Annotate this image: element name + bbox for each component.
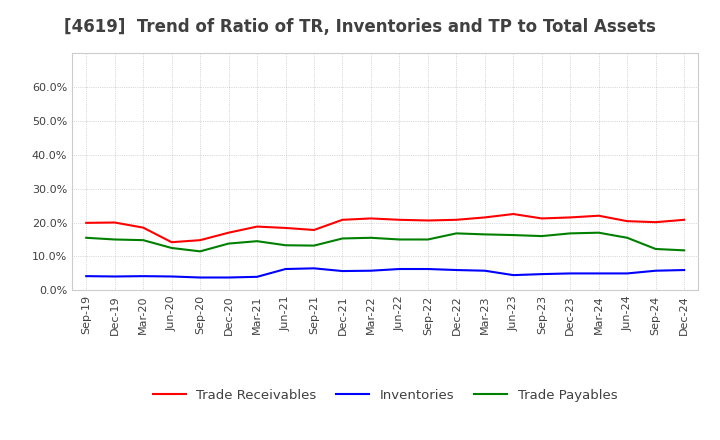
Inventories (395, 266, 404, 271)
Inventories (167, 274, 176, 279)
Inventories (139, 274, 148, 279)
Inventories (338, 268, 347, 274)
Inventories (225, 275, 233, 280)
Trade Receivables (225, 230, 233, 235)
Trade Payables (282, 242, 290, 248)
Inventories (310, 266, 318, 271)
Trade Receivables (139, 225, 148, 230)
Trade Receivables (82, 220, 91, 225)
Trade Receivables (452, 217, 461, 223)
Trade Payables (82, 235, 91, 240)
Inventories (110, 274, 119, 279)
Trade Payables (537, 234, 546, 239)
Trade Receivables (282, 225, 290, 231)
Trade Payables (167, 246, 176, 251)
Inventories (253, 274, 261, 279)
Trade Payables (566, 231, 575, 236)
Trade Payables (110, 237, 119, 242)
Inventories (480, 268, 489, 273)
Trade Payables (652, 246, 660, 252)
Trade Receivables (623, 219, 631, 224)
Inventories (366, 268, 375, 273)
Trade Receivables (366, 216, 375, 221)
Inventories (423, 266, 432, 271)
Trade Receivables (566, 215, 575, 220)
Trade Payables (623, 235, 631, 240)
Trade Payables (595, 230, 603, 235)
Inventories (196, 275, 204, 280)
Trade Receivables (253, 224, 261, 229)
Trade Receivables (395, 217, 404, 223)
Text: [4619]  Trend of Ratio of TR, Inventories and TP to Total Assets: [4619] Trend of Ratio of TR, Inventories… (64, 18, 656, 36)
Trade Receivables (338, 217, 347, 223)
Inventories (537, 271, 546, 277)
Inventories (282, 266, 290, 271)
Trade Payables (480, 232, 489, 237)
Line: Trade Receivables: Trade Receivables (86, 214, 684, 242)
Line: Inventories: Inventories (86, 268, 684, 278)
Trade Receivables (110, 220, 119, 225)
Trade Receivables (196, 238, 204, 243)
Trade Payables (310, 243, 318, 248)
Trade Receivables (167, 239, 176, 245)
Trade Payables (509, 232, 518, 238)
Trade Receivables (537, 216, 546, 221)
Trade Payables (196, 249, 204, 254)
Trade Payables (395, 237, 404, 242)
Inventories (623, 271, 631, 276)
Trade Payables (338, 236, 347, 241)
Trade Receivables (423, 218, 432, 223)
Trade Payables (225, 241, 233, 246)
Inventories (566, 271, 575, 276)
Trade Payables (139, 238, 148, 243)
Trade Payables (680, 248, 688, 253)
Trade Payables (452, 231, 461, 236)
Line: Trade Payables: Trade Payables (86, 233, 684, 251)
Trade Receivables (509, 211, 518, 216)
Trade Receivables (680, 217, 688, 223)
Inventories (680, 268, 688, 273)
Inventories (595, 271, 603, 276)
Trade Payables (253, 238, 261, 244)
Trade Receivables (595, 213, 603, 218)
Trade Receivables (652, 220, 660, 225)
Inventories (509, 272, 518, 278)
Trade Receivables (480, 215, 489, 220)
Trade Payables (423, 237, 432, 242)
Inventories (82, 274, 91, 279)
Trade Payables (366, 235, 375, 240)
Trade Receivables (310, 227, 318, 233)
Inventories (452, 268, 461, 273)
Legend: Trade Receivables, Inventories, Trade Payables: Trade Receivables, Inventories, Trade Pa… (148, 384, 623, 407)
Inventories (652, 268, 660, 273)
